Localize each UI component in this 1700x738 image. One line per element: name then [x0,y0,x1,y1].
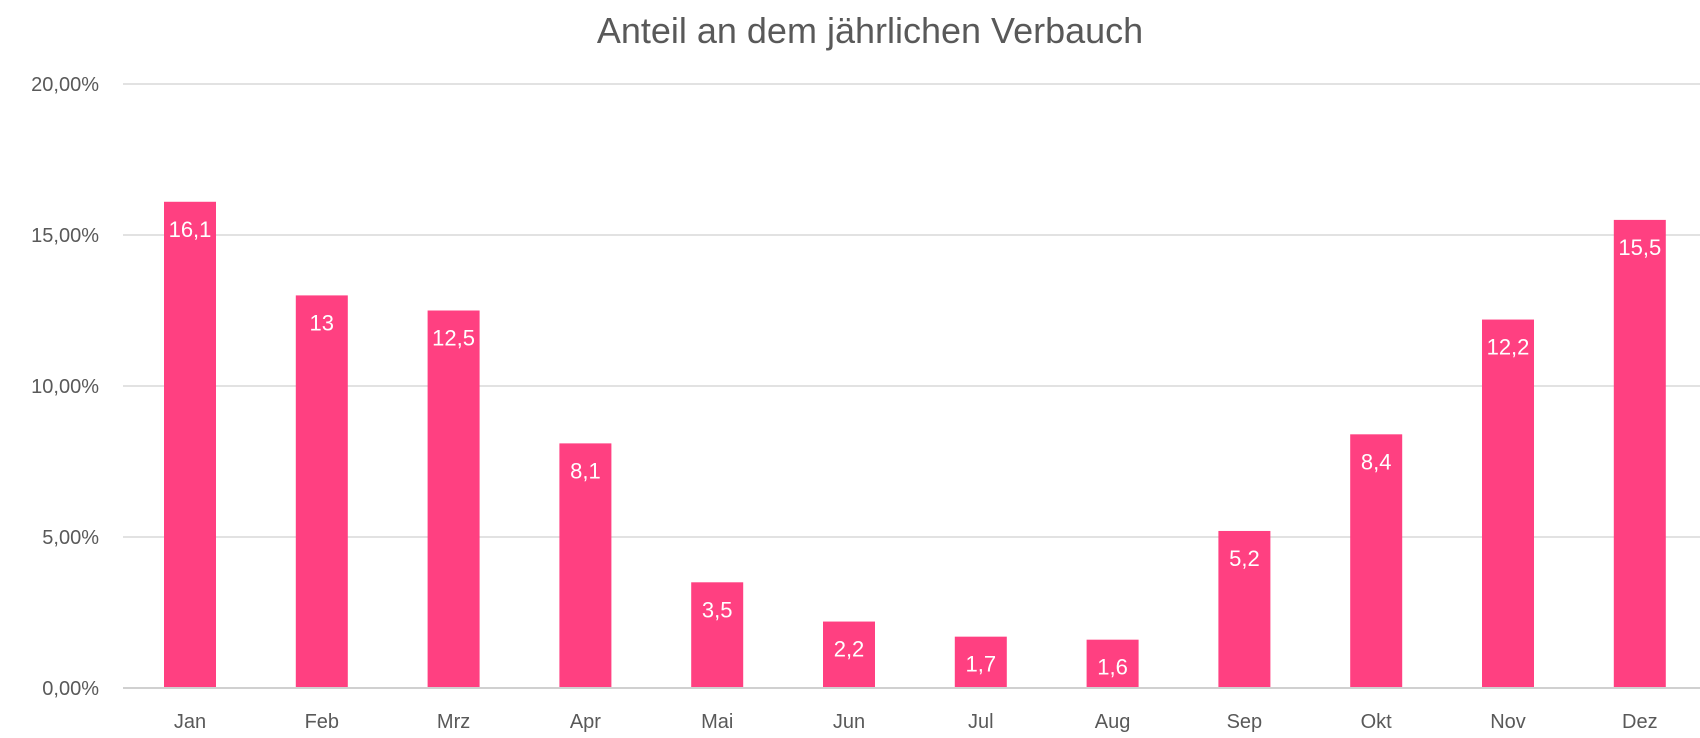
bar-nov [1482,319,1534,688]
bar-jan [164,201,216,688]
y-tick-label: 15,00% [31,225,99,247]
x-tick-label-nov: Nov [1490,711,1526,733]
bar-mrz [427,310,480,688]
data-label-mai: 3,5 [702,597,733,622]
bar-dez [1613,219,1666,688]
x-axis-ticks: Jan Feb Mrz Apr Mai Jun Jul Aug Sep Okt Nov Dez [174,711,1658,733]
data-labels: 16,1 13 12,5 8,1 3,5 2,2 1,7 1,6 5,2 8,4 12,2 15,5 [169,217,1662,680]
bar-mai [691,582,744,688]
bar-feb [295,295,348,688]
data-label-okt: 8,4 [1361,449,1392,474]
y-tick-label: 10,00% [31,376,99,398]
y-tick-label: 5,00% [42,527,99,549]
y-tick-label: 20,00% [31,74,99,96]
bar-jun [823,621,875,688]
data-label-nov: 12,2 [1487,335,1530,360]
data-label-jan: 16,1 [169,217,212,242]
data-label-sep: 5,2 [1229,546,1260,571]
bar-sep [1218,530,1271,688]
x-tick-label-dez: Dez [1622,711,1658,733]
data-label-jul: 1,7 [966,652,997,677]
data-label-apr: 8,1 [570,458,601,483]
data-label-mrz: 12,5 [432,326,475,351]
x-tick-label-apr: Apr [570,711,601,733]
bar-aug [1086,639,1139,688]
data-label-aug: 1,6 [1097,655,1128,680]
data-label-dez: 15,5 [1618,235,1661,260]
y-axis-ticks: 0,00% 5,00% 10,00% 15,00% 20,00% [31,74,99,700]
x-tick-label-mai: Mai [701,711,733,733]
chart-title: Anteil an dem jährlichen Verbauch [597,10,1143,51]
x-tick-label-feb: Feb [305,711,339,733]
y-tick-label: 0,00% [42,678,99,700]
x-tick-label-sep: Sep [1227,711,1263,733]
x-tick-label-jan: Jan [174,711,206,733]
gridlines [123,83,1700,538]
bar-okt [1350,434,1403,688]
x-tick-label-jul: Jul [968,711,994,733]
bar-jul [954,636,1007,688]
x-tick-label-okt: Okt [1361,711,1393,733]
data-label-feb: 13 [310,310,334,335]
bar-apr [559,443,612,688]
bars [164,201,1666,688]
x-tick-label-mrz: Mrz [437,711,470,733]
x-tick-label-aug: Aug [1095,711,1131,733]
x-tick-label-jun: Jun [833,711,865,733]
data-label-jun: 2,2 [834,637,865,662]
